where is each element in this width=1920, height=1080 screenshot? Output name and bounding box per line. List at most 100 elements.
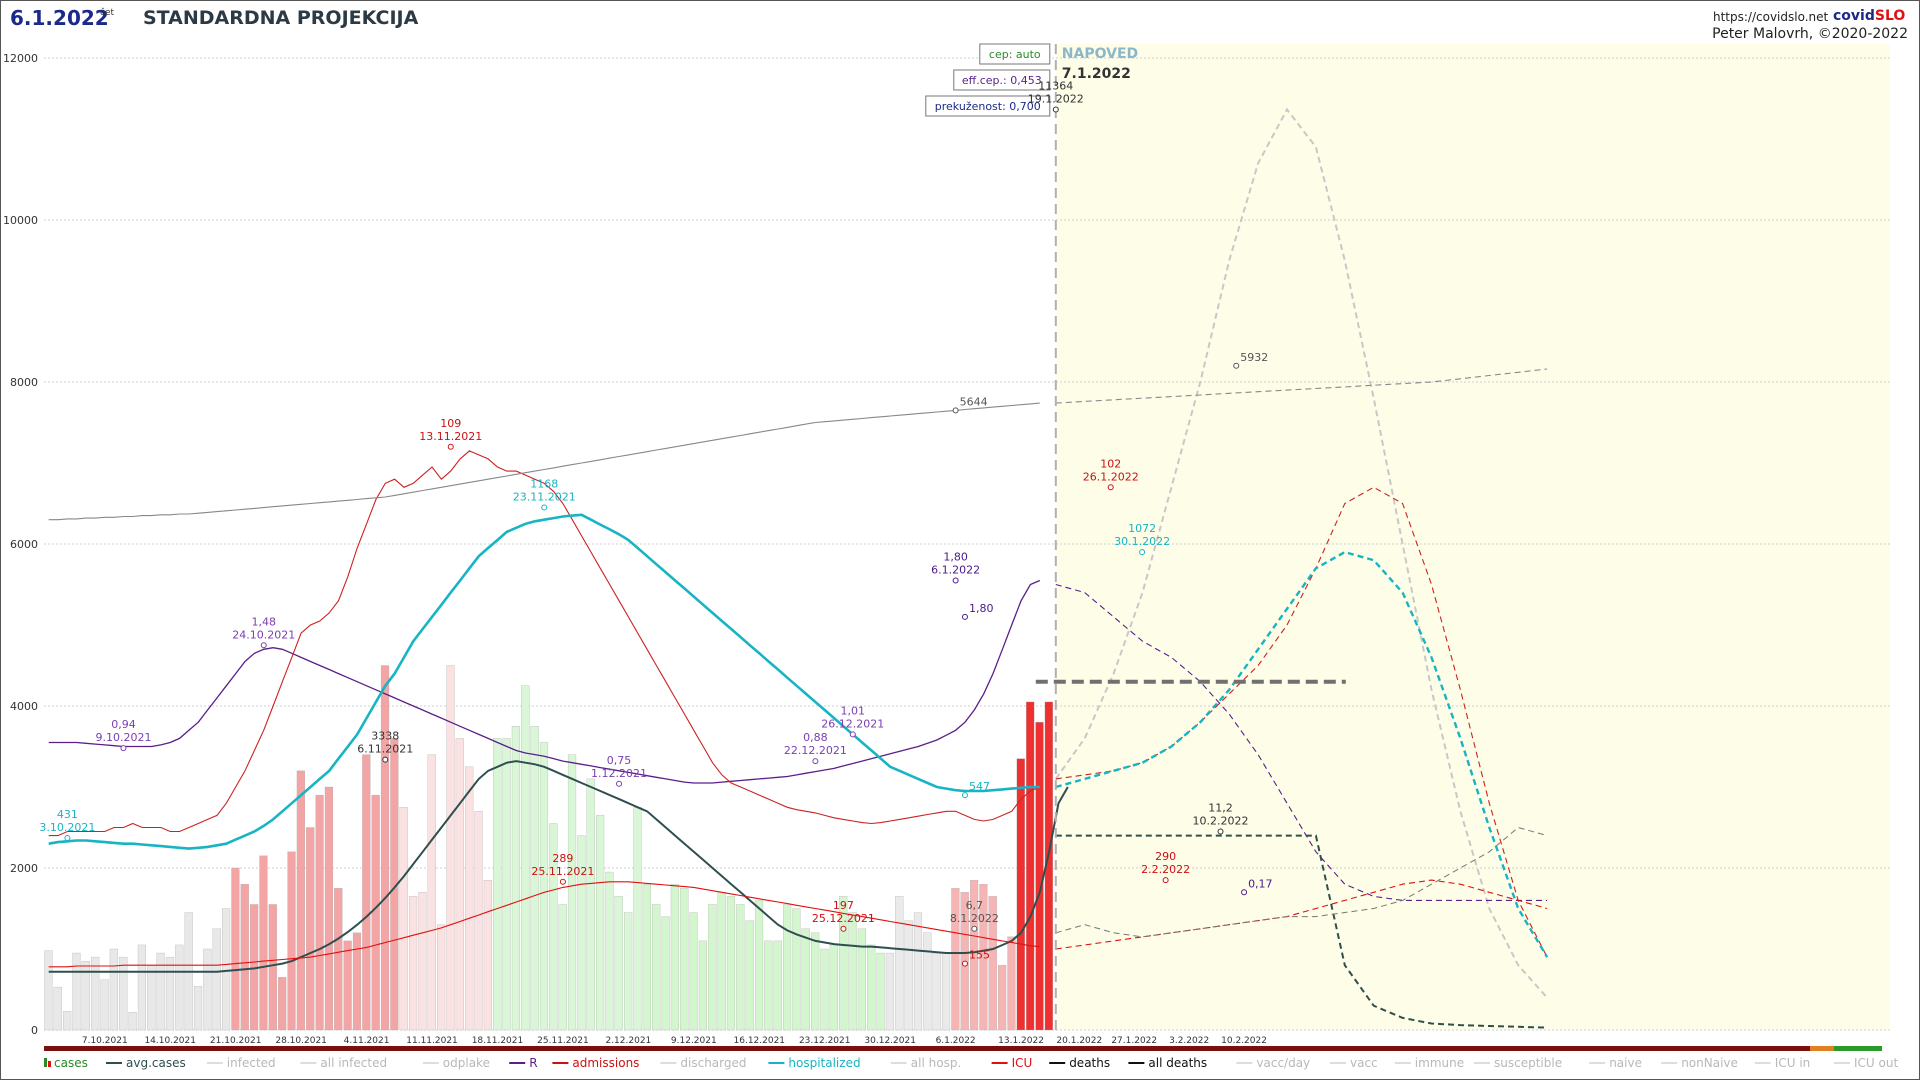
case-bar: [72, 952, 81, 1031]
peak-date: 25.12.2021: [812, 912, 875, 925]
case-bar: [567, 754, 577, 1031]
case-bar: [437, 924, 446, 1031]
projection-line-cases: [1054, 107, 1548, 999]
peak-date: 24.10.2021: [232, 628, 295, 641]
legend-label: all hosp.: [911, 1056, 961, 1070]
legend-label: infected: [227, 1056, 276, 1070]
case-bar: [81, 961, 90, 1031]
x-tick-label: 2.12.2021: [605, 1036, 651, 1046]
peak-marker: [952, 577, 959, 584]
peak-date: 26.1.2022: [1083, 470, 1139, 483]
case-bar: [240, 884, 249, 1031]
peak-value: 290: [1155, 850, 1176, 863]
case-bar: [661, 916, 670, 1031]
x-tick-label: 14.10.2021: [144, 1036, 196, 1046]
case-bar: [315, 794, 324, 1031]
status-strip-warn: [1810, 1046, 1834, 1051]
case-bar: [764, 940, 773, 1031]
peak-value: 1,01: [841, 704, 866, 717]
legend-label: nonNaive: [1681, 1056, 1738, 1070]
param-box: [953, 69, 1051, 91]
case-bar: [586, 778, 595, 1031]
case-bar: [399, 807, 408, 1031]
peak-marker: [952, 407, 959, 414]
peak-value: 11364: [1038, 80, 1073, 93]
peak-date: 8.1.2022: [950, 912, 999, 925]
case-bar: [175, 944, 184, 1031]
peak-date: 6.11.2021: [357, 743, 413, 756]
case-bar: [408, 896, 418, 1031]
peak-marker: [120, 745, 127, 752]
case-bar: [745, 920, 754, 1031]
case-bar: [801, 928, 810, 1031]
legend-label: hospitalized: [788, 1056, 860, 1070]
peak-value: 102: [1100, 457, 1121, 470]
case-bar: [923, 932, 932, 1031]
param-text: cep: auto: [989, 48, 1041, 61]
case-bar: [624, 912, 633, 1031]
peak-value: 0,88: [803, 731, 828, 744]
peak-marker: [447, 443, 454, 450]
source-url[interactable]: https://covidslo.net: [1713, 10, 1829, 24]
status-strip: [44, 1046, 1882, 1051]
case-bar: [231, 867, 240, 1031]
case-bar: [998, 965, 1007, 1031]
case-bar: [100, 979, 109, 1031]
case-bar: [1007, 936, 1016, 1031]
case-bar: [680, 888, 689, 1031]
case-bar: [483, 880, 492, 1031]
peak-marker: [260, 642, 267, 649]
case-bar: [511, 726, 520, 1031]
x-tick-label: 4.11.2021: [344, 1036, 390, 1046]
end-value: 5932: [1240, 351, 1268, 364]
case-bar: [278, 977, 287, 1031]
case-bar: [1026, 701, 1035, 1031]
report-day: čet: [100, 8, 115, 18]
legend-label: all deaths: [1148, 1056, 1207, 1070]
x-tick-label: 28.10.2021: [275, 1036, 327, 1046]
case-bar: [137, 944, 146, 1031]
peak-value: 3338: [371, 730, 399, 743]
case-bar: [839, 896, 848, 1031]
legend-label: vacc: [1350, 1056, 1378, 1070]
x-tick-label: 20.1.2022: [1056, 1036, 1102, 1046]
case-bar: [352, 932, 362, 1031]
peak-marker: [1217, 828, 1224, 835]
projection-line-hospitalized: [1055, 550, 1549, 958]
peak-date: 6.1.2022: [931, 563, 980, 576]
case-bar: [876, 952, 885, 1031]
legend-label: susceptible: [1494, 1056, 1562, 1070]
case-bar: [932, 952, 941, 1031]
brand-covid: covid: [1833, 8, 1875, 24]
case-bar: [203, 948, 212, 1031]
series-line-r: [48, 579, 1041, 784]
case-bar: [783, 904, 792, 1031]
case-bar: [418, 892, 427, 1031]
legend-label: deaths: [1069, 1056, 1110, 1070]
case-bar: [268, 904, 277, 1031]
legend-label: ICU out: [1854, 1056, 1898, 1070]
y-tick-label: 2000: [10, 862, 38, 875]
case-bar: [951, 888, 960, 1031]
peak-marker: [1107, 484, 1114, 491]
legend-label: all infected: [320, 1056, 387, 1070]
forecast-region: [1055, 44, 1890, 1030]
case-bar: [689, 912, 698, 1031]
case-bar: [193, 986, 203, 1031]
param-text: eff.cep.: 0,453: [962, 74, 1042, 87]
series-line-avgcases: [48, 760, 1069, 973]
y-tick-label: 6000: [10, 538, 38, 551]
peak-date: 19.1.2022: [1028, 93, 1084, 106]
x-tick-label: 16.12.2021: [734, 1036, 786, 1046]
peak-date: 13.11.2021: [419, 430, 482, 443]
case-bar: [380, 665, 390, 1031]
case-bar: [1035, 722, 1044, 1031]
case-bar: [726, 896, 736, 1031]
projection-line-icu: [1055, 879, 1548, 950]
case-bar: [988, 896, 997, 1031]
case-bar: [941, 952, 951, 1031]
y-tick-label: 0: [31, 1024, 38, 1037]
x-tick-label: 9.12.2021: [671, 1036, 717, 1046]
peak-marker: [1233, 362, 1240, 369]
